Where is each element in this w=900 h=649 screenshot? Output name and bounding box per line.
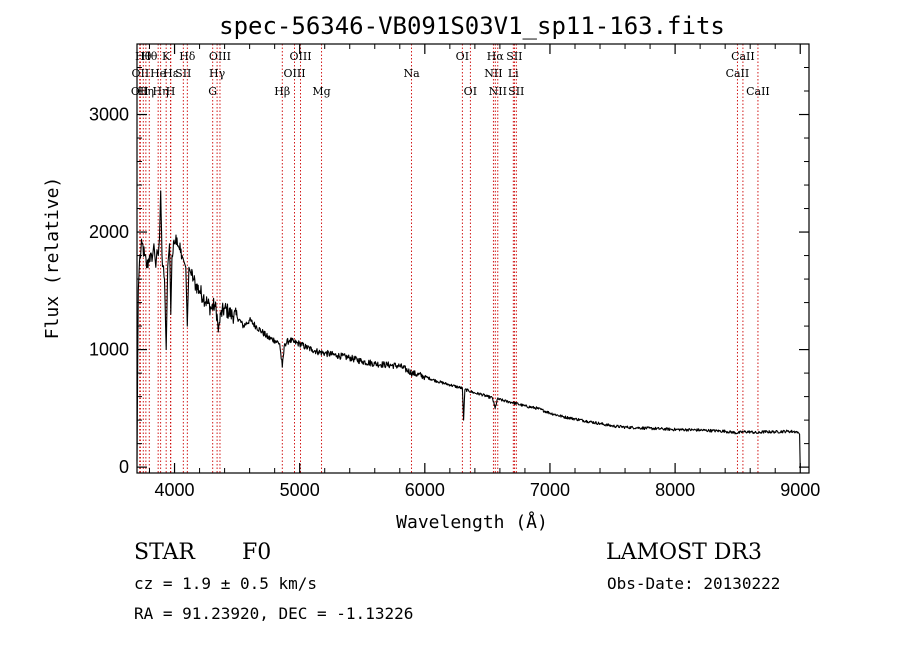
coordinates: RA = 91.23920, DEC = -1.13226 bbox=[134, 604, 414, 623]
y-axis-label: Flux (relative) bbox=[42, 177, 63, 340]
line-label-24: NII bbox=[489, 85, 507, 98]
x-tick-label-2: 6000 bbox=[405, 480, 445, 500]
line-label-22: NII bbox=[484, 67, 502, 80]
line-label-9: Hε bbox=[163, 67, 179, 80]
plot-frame bbox=[136, 43, 810, 474]
chart-title: spec-56346-VB091S03V1_sp11-163.fits bbox=[219, 12, 725, 40]
line-label-21: OI bbox=[464, 85, 477, 98]
line-label-15: Hβ bbox=[274, 85, 290, 98]
y-tick-label-1: 1000 bbox=[89, 340, 129, 360]
line-label-28: CaII bbox=[726, 67, 750, 80]
line-label-20: OI bbox=[456, 50, 469, 63]
line-label-25: Li bbox=[508, 67, 519, 80]
object-class: STAR bbox=[134, 540, 195, 565]
spectrum-line bbox=[136, 190, 801, 468]
line-label-6: Hη bbox=[153, 85, 169, 98]
line-label-14: OIII bbox=[209, 50, 231, 63]
survey-name: LAMOST DR3 bbox=[606, 540, 762, 565]
x-axis-label: Wavelength (Å) bbox=[396, 511, 548, 533]
y-tick-label-3: 3000 bbox=[89, 105, 129, 125]
line-label-5: He bbox=[150, 67, 166, 80]
x-tick-label-5: 9000 bbox=[780, 480, 820, 500]
line-label-16: OIII bbox=[284, 67, 306, 80]
spectral-line-labels: OIIOIIHθHηHθHeHηKHHεSIIHδGHγOIIIHβOIIIOI… bbox=[131, 50, 770, 98]
line-label-1: OII bbox=[132, 67, 150, 80]
line-label-23: Hα bbox=[487, 50, 505, 63]
line-label-17: OIII bbox=[290, 50, 312, 63]
line-label-18: Mg bbox=[312, 85, 330, 98]
line-label-27: SII bbox=[508, 85, 524, 98]
line-label-29: CaII bbox=[731, 50, 755, 63]
observation-date: Obs-Date: 20130222 bbox=[607, 574, 781, 593]
redshift-cz: cz = 1.9 ± 0.5 km/s bbox=[134, 574, 318, 593]
spectral-line-markers bbox=[139, 44, 759, 473]
line-label-7: K bbox=[162, 50, 171, 63]
line-label-10: SII bbox=[175, 67, 191, 80]
object-subclass: F0 bbox=[242, 540, 272, 565]
x-tick-label-3: 7000 bbox=[530, 480, 570, 500]
x-tick-label-4: 8000 bbox=[655, 480, 695, 500]
y-tick-label-2: 2000 bbox=[89, 222, 129, 242]
line-label-30: CaII bbox=[746, 85, 770, 98]
line-label-2: Hθ bbox=[135, 50, 152, 63]
line-label-3: Hη bbox=[138, 85, 154, 98]
line-label-4: Hθ bbox=[141, 50, 158, 63]
line-label-13: Hγ bbox=[209, 67, 226, 80]
line-label-12: G bbox=[208, 85, 217, 98]
y-tick-label-0: 0 bbox=[119, 457, 129, 477]
line-label-8: H bbox=[166, 85, 176, 98]
x-tick-label-1: 5000 bbox=[280, 480, 320, 500]
line-label-26: SII bbox=[506, 50, 522, 63]
y-axis: 0 1000 2000 3000 bbox=[89, 67, 809, 477]
x-axis: 4000 5000 6000 7000 8000 9000 bbox=[149, 44, 820, 500]
x-tick-label-0: 4000 bbox=[155, 480, 195, 500]
line-label-11: Hδ bbox=[179, 50, 196, 63]
line-label-19: Na bbox=[403, 67, 420, 80]
